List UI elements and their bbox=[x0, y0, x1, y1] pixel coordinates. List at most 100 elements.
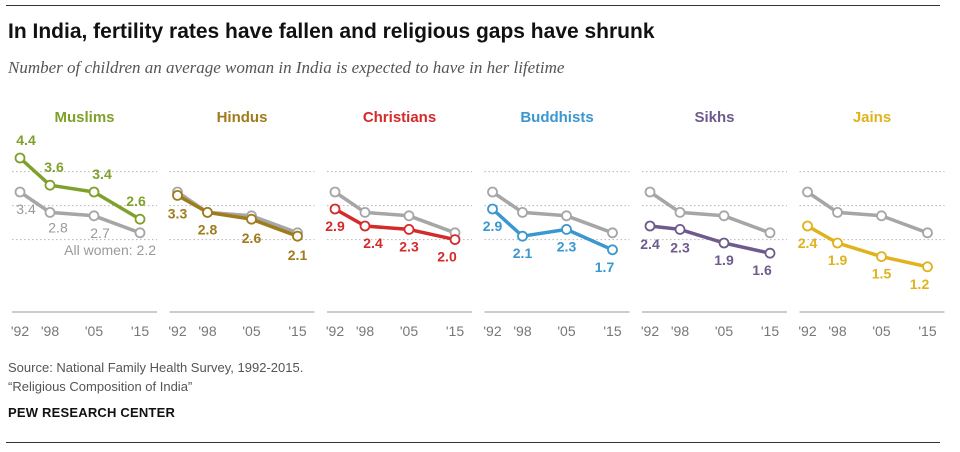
panel-title: Christians bbox=[363, 109, 436, 126]
brand-name: PEW RESEARCH CENTER bbox=[8, 405, 176, 420]
chart-title: In India, fertility rates have fallen an… bbox=[8, 20, 655, 43]
data-label: 1.9 bbox=[828, 252, 848, 268]
data-label: 2.4 bbox=[640, 236, 660, 252]
all-women-point bbox=[359, 206, 371, 218]
data-label: 4.4 bbox=[16, 132, 36, 148]
panel-sikhs: Sikhs '92 '98 '05 '15 bbox=[641, 109, 787, 339]
series-line bbox=[334, 207, 456, 242]
x-tick-label: '98 bbox=[671, 323, 689, 339]
panel-title: Jains bbox=[853, 109, 891, 126]
x-tick-label: '15 bbox=[603, 323, 621, 339]
data-label: 1.6 bbox=[752, 262, 772, 278]
panel-christians: Christians '92 '98 '05 '15 bbox=[326, 109, 472, 339]
x-tick-label: '05 bbox=[557, 323, 575, 339]
series-point bbox=[88, 186, 100, 198]
series-point bbox=[246, 213, 257, 225]
all-women-point bbox=[876, 210, 887, 222]
x-tick-label: '98 bbox=[198, 323, 216, 339]
all-women-data-label: 2.8 bbox=[48, 219, 68, 235]
x-tick-label: '92 bbox=[168, 323, 186, 339]
all-women-point bbox=[802, 186, 813, 198]
all-women-line bbox=[649, 190, 771, 235]
source-note: Source: National Family Health Survey, 1… bbox=[8, 358, 303, 396]
all-women-line bbox=[176, 190, 299, 235]
data-label: 1.5 bbox=[872, 266, 892, 282]
panel-title: Hindus bbox=[217, 109, 268, 126]
series-line bbox=[806, 224, 928, 269]
series-point bbox=[802, 220, 813, 232]
series-point bbox=[561, 223, 572, 235]
x-tick-label: '15 bbox=[288, 323, 306, 339]
all-women-point bbox=[487, 186, 498, 198]
series-point bbox=[44, 179, 56, 191]
data-label: 2.3 bbox=[557, 238, 577, 254]
data-label: 2.1 bbox=[288, 247, 308, 263]
series-point bbox=[172, 189, 183, 201]
data-label: 2.4 bbox=[363, 235, 383, 251]
all-women-point bbox=[329, 186, 341, 198]
x-tick-label: '98 bbox=[356, 323, 374, 339]
all-women-point bbox=[922, 227, 933, 239]
panel-muslims: Muslims '92 '98 '05 '15 bbox=[11, 109, 157, 339]
top-rule bbox=[6, 5, 940, 6]
all-women-point bbox=[607, 227, 618, 239]
data-label: 2.4 bbox=[798, 235, 818, 251]
all-women-line bbox=[334, 190, 456, 235]
all-women-point bbox=[403, 210, 415, 222]
data-label: 2.8 bbox=[198, 221, 218, 237]
data-label: 2.6 bbox=[126, 193, 146, 209]
x-tick-label: '92 bbox=[641, 323, 659, 339]
all-women-point bbox=[644, 186, 656, 198]
series-point bbox=[134, 213, 146, 225]
series-point bbox=[202, 206, 213, 218]
panel-hindus: Hindus '92 '98 '05 '15 bbox=[168, 109, 315, 339]
panel-title: Buddhists bbox=[520, 109, 593, 126]
series-point bbox=[607, 244, 618, 256]
x-tick-label: '98 bbox=[41, 323, 59, 339]
data-label: 2.0 bbox=[437, 249, 457, 265]
series-line bbox=[491, 207, 614, 252]
panel-buddhists: Buddhists '92 '98 '05 '15 bbox=[483, 109, 630, 339]
data-label: 2.9 bbox=[325, 218, 345, 234]
x-tick-label: '05 bbox=[242, 323, 260, 339]
all-women-point bbox=[718, 210, 730, 222]
all-women-point bbox=[674, 206, 686, 218]
x-tick-label: '15 bbox=[918, 323, 936, 339]
source-line: Source: National Family Health Survey, 1… bbox=[8, 360, 304, 375]
x-tick-label: '15 bbox=[761, 323, 779, 339]
x-tick-label: '05 bbox=[872, 323, 890, 339]
x-tick-label: '98 bbox=[513, 323, 531, 339]
all-women-point bbox=[561, 210, 572, 222]
series-point bbox=[403, 223, 415, 235]
series-point bbox=[832, 237, 843, 249]
data-label: 2.9 bbox=[483, 218, 503, 234]
series-point bbox=[922, 261, 933, 273]
all-women-label: All women: 2.2 bbox=[64, 242, 156, 258]
data-label: 3.4 bbox=[92, 166, 112, 182]
chart-subtitle: Number of children an average woman in I… bbox=[8, 58, 565, 77]
data-label: 2.1 bbox=[513, 245, 533, 261]
series-point bbox=[644, 220, 656, 232]
data-label: 2.6 bbox=[242, 230, 262, 246]
x-tick-label: '05 bbox=[400, 323, 418, 339]
all-women-point bbox=[88, 210, 100, 222]
x-tick-label: '92 bbox=[483, 323, 501, 339]
series-point bbox=[718, 237, 730, 249]
all-women-point bbox=[134, 227, 146, 239]
all-women-point bbox=[44, 206, 56, 218]
panel-jains: Jains '92 '98 '05 '15 bbox=[798, 109, 945, 339]
series-point bbox=[764, 247, 776, 259]
source-report: “Religious Composition of India” bbox=[8, 379, 193, 394]
panel-title: Muslims bbox=[54, 109, 114, 126]
x-tick-label: '15 bbox=[446, 323, 464, 339]
data-label: 2.3 bbox=[670, 239, 690, 255]
all-women-line bbox=[491, 190, 614, 235]
x-tick-label: '05 bbox=[85, 323, 103, 339]
data-label: 1.9 bbox=[714, 252, 734, 268]
series-line bbox=[176, 193, 299, 238]
x-tick-label: '05 bbox=[715, 323, 733, 339]
data-label: 3.3 bbox=[168, 205, 188, 221]
all-women-data-label: 2.7 bbox=[90, 225, 110, 241]
series-point bbox=[487, 203, 498, 215]
